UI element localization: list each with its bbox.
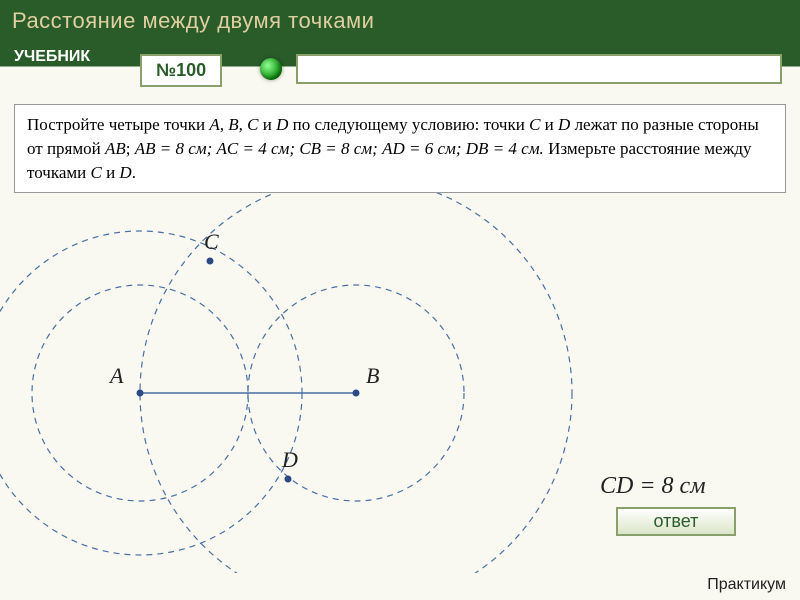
problem-text: Постройте четыре точки [27, 115, 209, 134]
pt-d2: D [558, 115, 570, 134]
eq: CB = 8 см; [299, 139, 382, 158]
answer-button[interactable]: ответ [616, 507, 736, 536]
t: . [132, 163, 136, 182]
t: и [102, 163, 120, 182]
status-indicator-icon [260, 58, 282, 80]
point-label-c: C [204, 229, 219, 255]
subheader: УЧЕБНИК №100 [0, 48, 800, 94]
textbook-label: УЧЕБНИК [14, 48, 104, 66]
pt-d: D [276, 115, 288, 134]
header-bar: Расстояние между двумя точками [0, 0, 800, 48]
geometry-diagram: A B C D CD = 8 см ответ [0, 193, 800, 573]
point-label-b: B [366, 363, 379, 389]
t: и [258, 115, 276, 134]
problem-number-box: №100 [140, 54, 222, 87]
eq: DB = 4 см. [466, 139, 548, 158]
t: и [540, 115, 558, 134]
t: по следующему условию: точки [288, 115, 529, 134]
c3: C [90, 163, 101, 182]
point-label-a: A [110, 363, 123, 389]
input-slot[interactable] [296, 54, 782, 84]
point-label-d: D [282, 447, 298, 473]
d3: D [119, 163, 131, 182]
t: ; [126, 139, 135, 158]
eq: AC = 4 см; [217, 139, 300, 158]
footer-label: Практикум [707, 576, 786, 600]
ab: AB [105, 139, 126, 158]
problem-statement: Постройте четыре точки A, B, C и D по сл… [14, 104, 786, 193]
problem-pts: A, B, C [209, 115, 258, 134]
pt-c: C [529, 115, 540, 134]
page-title: Расстояние между двумя точками [12, 8, 788, 34]
eq: AB = 8 см; [135, 139, 217, 158]
eq: AD = 6 см; [382, 139, 466, 158]
answer-text: CD = 8 см [600, 473, 706, 500]
